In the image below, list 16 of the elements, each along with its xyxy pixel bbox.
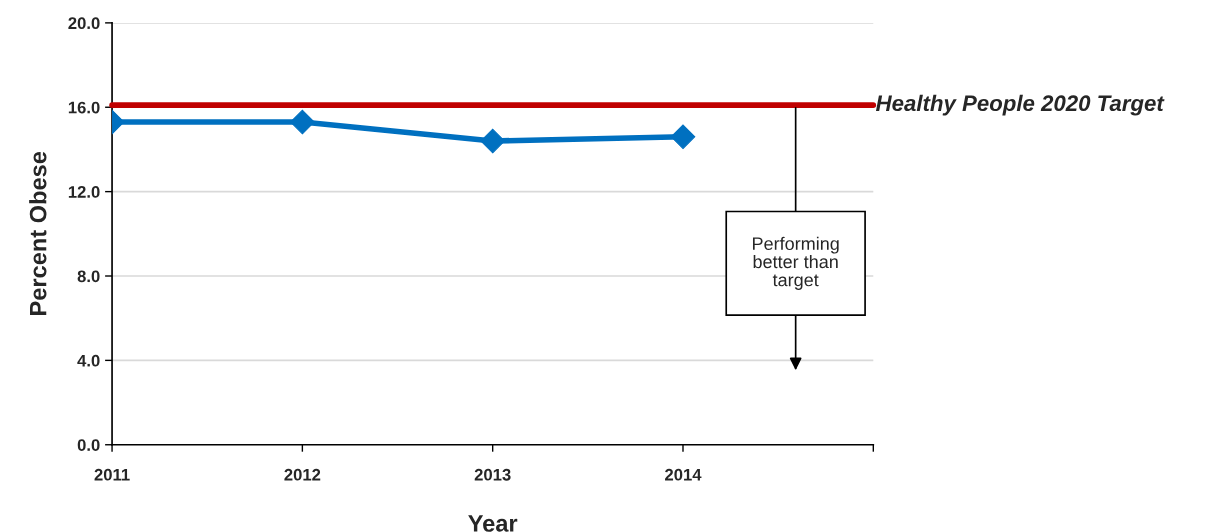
y-tick-label: 16.0 xyxy=(68,101,100,114)
y-tick-label: 0.0 xyxy=(77,439,100,451)
annotation: Performing better than target xyxy=(752,236,839,290)
y-axis-title: Percent Obese xyxy=(29,151,47,315)
y-tick-label: 12.0 xyxy=(68,186,100,198)
y-tick-label: 4.0 xyxy=(77,354,100,367)
y-tick-label: 20.0 xyxy=(68,17,100,30)
x-tick-label: 2012 xyxy=(284,468,321,481)
x-axis-title: Year xyxy=(468,515,518,532)
x-tick-label: 2014 xyxy=(665,468,702,481)
x-tick-label: 2011 xyxy=(94,468,130,481)
y-tick-label: 8.0 xyxy=(77,270,100,283)
point xyxy=(480,128,505,154)
x-tick-label: 2013 xyxy=(474,468,511,481)
point xyxy=(670,124,696,150)
ref-line-label: Healthy People 2020 Target xyxy=(875,94,1165,116)
